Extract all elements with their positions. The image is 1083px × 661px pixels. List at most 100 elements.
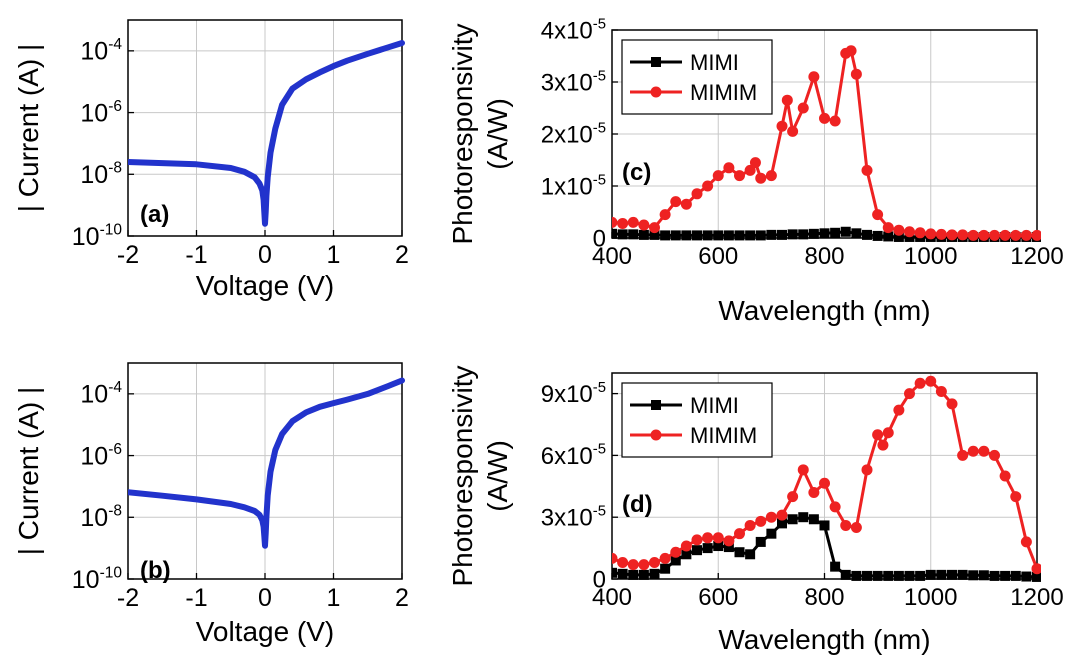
data-point [808,514,819,525]
data-point [872,230,883,241]
y-axis-label: Photoresponsivity [447,365,478,586]
data-point [734,528,745,540]
data-point [712,170,724,182]
data-point [798,229,809,240]
data-point [946,398,958,410]
y-tick-label: 9x10-5 [541,380,606,408]
data-point [989,570,1000,581]
data-point [999,470,1011,482]
data-point [702,532,714,544]
data-point [904,226,915,238]
data-point [840,569,851,580]
data-point [819,477,830,489]
data-point [957,449,969,461]
data-point [872,209,884,221]
data-point [845,45,857,57]
data-point [1032,571,1041,582]
x-axis-label: Wavelength (nm) [718,624,930,655]
data-point [744,519,756,531]
data-point [872,429,884,441]
data-point [808,71,820,83]
data-point [883,231,894,242]
data-point [745,230,756,241]
y-tick-label: 10-8 [80,503,122,533]
chart-panel-d: 400 600 800 1000 1200 0 3x10-5 6x10-5 9x10-5 Wave… [447,365,1064,655]
data-point [702,180,714,192]
data-point [978,229,990,241]
data-point [1020,229,1032,241]
data-point [776,509,788,521]
y-tick-label: 10-8 [80,160,122,190]
y-tick-label: 10-10 [72,564,123,594]
y-tick-label: 2x10-5 [541,120,606,148]
y-tick-label: 10-10 [72,221,123,251]
data-point [627,559,639,571]
series-c-mimim [612,45,1041,241]
data-point [628,569,639,580]
legend-marker [650,429,662,441]
data-point [723,535,735,547]
data-point [862,570,872,581]
data-point [692,545,702,556]
data-point [787,491,799,503]
data-point [999,229,1011,241]
chart-panel-c: 400 600 800 1000 1200 0 1x10-5 2x10-5 3x10-5 4x10… [447,16,1064,326]
data-point [670,230,681,241]
data-point [967,229,979,241]
data-point [819,228,830,239]
data-point [989,449,1000,461]
x-tick-label: 600 [698,243,738,270]
panel-label-d: (d) [622,491,653,518]
data-point [787,229,798,240]
data-point [957,569,968,580]
series-a-0 [128,40,405,227]
data-point [712,532,724,544]
data-point [776,120,788,132]
data-point [744,164,756,176]
data-point [612,216,618,228]
x-tick-label: 0 [258,241,272,269]
data-point [914,377,926,389]
legend-marker [650,86,662,98]
data-point [1010,229,1022,241]
data-point [670,196,682,208]
data-point [713,230,724,241]
data-point [617,568,628,579]
panel-label-c: (c) [622,159,651,186]
x-tick-label: 1 [327,241,341,269]
data-point [1020,536,1032,548]
x-tick-label: 1 [327,584,341,612]
data-point [1021,571,1032,582]
grid-a [128,20,402,236]
data-point [681,230,692,241]
data-point [851,570,862,581]
y-tick-label: 1x10-5 [541,172,606,200]
data-point [734,230,745,241]
series-line [128,377,405,549]
data-point [777,518,787,529]
data-point [935,228,947,240]
data-point [659,552,671,564]
data-point [914,227,926,239]
data-point [777,229,787,240]
data-point [755,172,767,184]
data-point [850,522,862,533]
y-axis-label: | Current (A) | [13,44,44,213]
data-point [819,520,830,531]
x-tick-label: 1000 [904,243,957,270]
data-point [968,570,979,581]
x-tick-label: 1000 [904,584,957,611]
data-point [723,542,734,553]
data-point [612,567,617,578]
y-tick-label: 10-4 [80,379,122,409]
data-point [1000,570,1011,581]
data-point [659,209,671,221]
y-tick-label: 0 [593,225,606,252]
data-point [649,229,660,240]
y-tick-label: 10-6 [80,441,122,471]
data-point [745,549,756,560]
data-point [781,94,793,106]
data-point [766,229,777,240]
data-point [612,228,617,239]
x-axis-label: Wavelength (nm) [718,295,930,326]
